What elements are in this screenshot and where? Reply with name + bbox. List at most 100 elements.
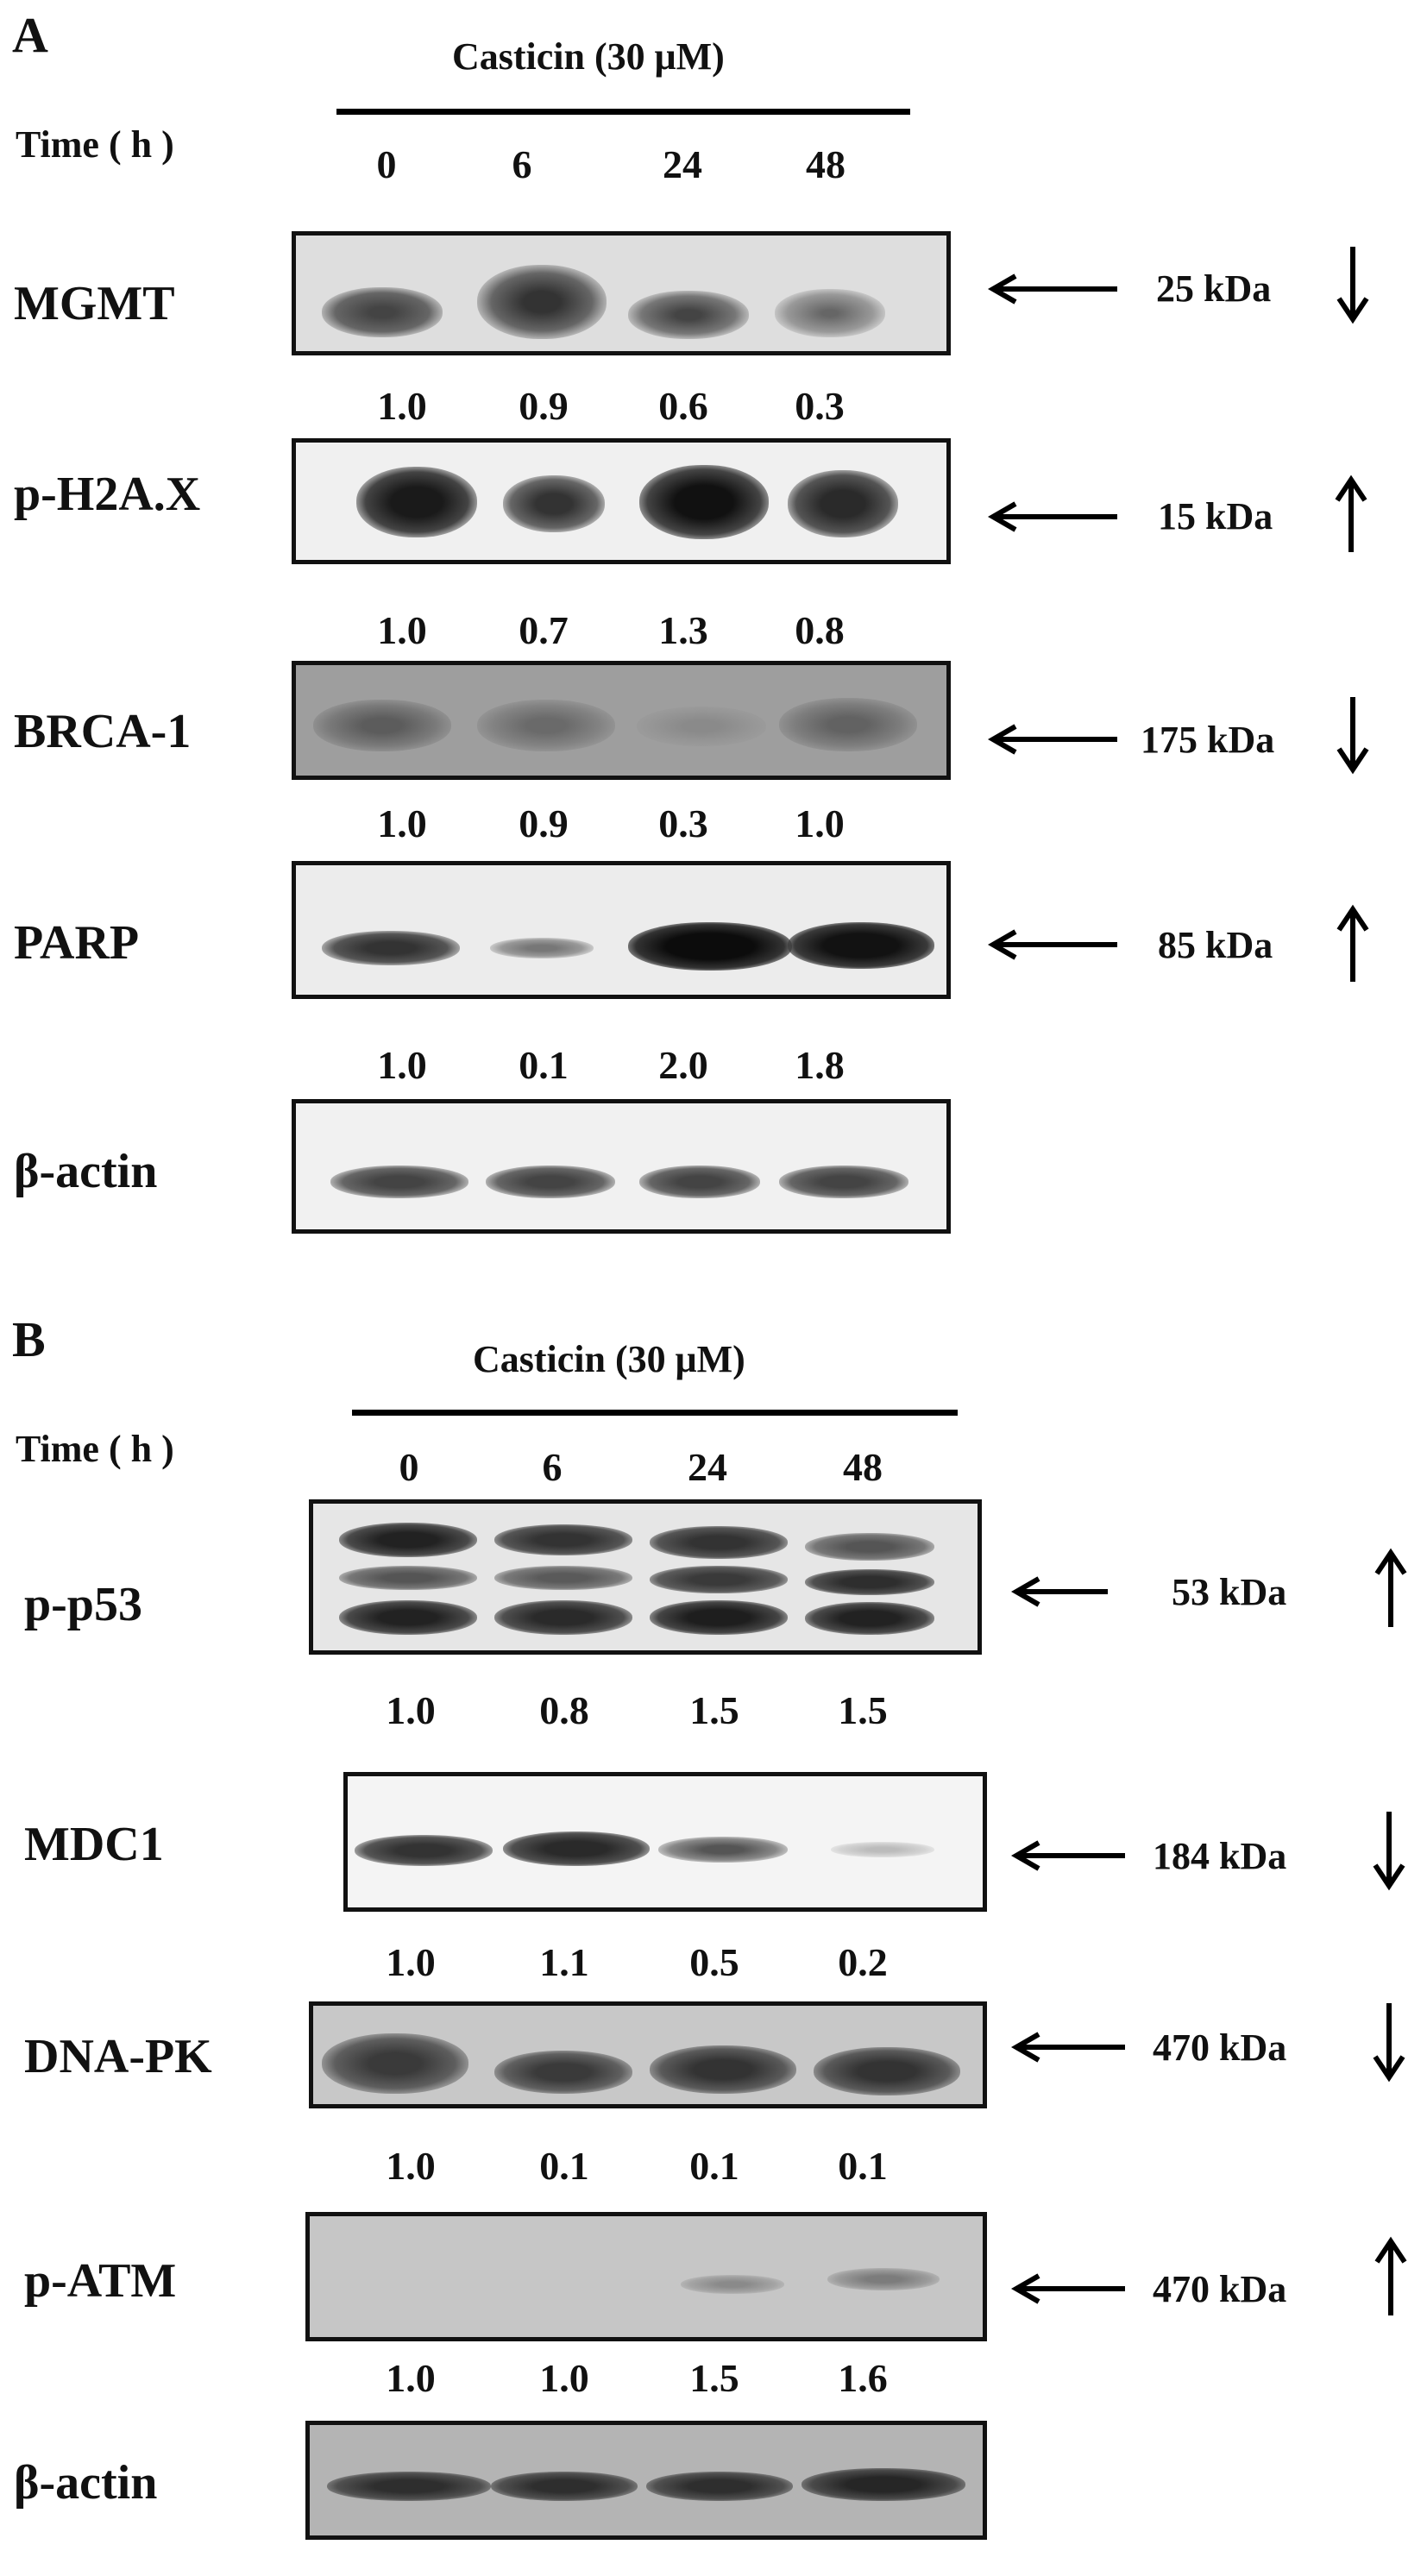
arrow-left-mdc1	[1010, 1840, 1125, 1871]
kda-dnapk: 470 kDa	[1153, 2026, 1287, 2069]
quant-brca1-6h: 0.9	[519, 801, 569, 845]
quant-dnapk-6h: 0.1	[539, 2144, 589, 2188]
band-beta-actin-b-48h	[802, 2468, 965, 2501]
blot-parp	[292, 861, 951, 999]
band-parp-48h	[788, 922, 934, 969]
arrow-left-pp53	[1010, 1576, 1108, 1607]
trend-up-icon-ph2ax	[1335, 474, 1367, 552]
kda-parp: 85 kDa	[1158, 924, 1273, 966]
protein-label-pp53: p-p53	[24, 1578, 142, 1631]
band-brca1-0h	[313, 700, 451, 751]
quant-mgmt-48h: 0.3	[795, 384, 845, 428]
quant-pp53-24h: 1.5	[689, 1688, 739, 1732]
band-pp53-24h-lower	[650, 1600, 788, 1635]
quant-patm-0h: 1.0	[386, 2356, 436, 2400]
band-pp53-48h-lower	[805, 1602, 934, 1635]
quant-mgmt-6h: 0.9	[519, 384, 569, 428]
trend-up-icon-parp	[1336, 904, 1369, 982]
quant-mdc1-48h: 0.2	[838, 1940, 888, 1984]
panel-b-time-label: Time ( h )	[16, 1428, 174, 1470]
band-patm-24h	[681, 2275, 784, 2294]
protein-label-parp: PARP	[14, 916, 140, 970]
band-mgmt-0h	[322, 287, 443, 337]
quant-ph2ax-24h: 1.3	[658, 608, 708, 652]
blot-pp53	[309, 1499, 982, 1655]
band-pp53-0h-lower	[339, 1600, 477, 1635]
panel-b-treatment-rule	[352, 1410, 958, 1416]
band-ph2ax-0h	[356, 467, 477, 537]
band-pp53-6h-upper	[494, 1524, 632, 1555]
band-parp-6h	[490, 938, 594, 958]
band-patm-48h	[827, 2268, 940, 2290]
quant-mdc1-0h: 1.0	[386, 1940, 436, 1984]
trend-down-icon-mgmt	[1336, 247, 1369, 324]
band-pp53-48h-upper	[805, 1533, 934, 1561]
band-dnapk-24h	[650, 2045, 796, 2094]
quant-mgmt-24h: 0.6	[658, 384, 708, 428]
band-pp53-6h-lower	[494, 1600, 632, 1635]
band-mdc1-24h	[658, 1837, 788, 1863]
band-mgmt-24h	[628, 291, 749, 339]
band-parp-24h	[628, 922, 792, 971]
quant-mdc1-6h: 1.1	[539, 1940, 589, 1984]
band-beta-actin-a-24h	[639, 1165, 760, 1198]
quant-parp-24h: 2.0	[658, 1043, 708, 1087]
kda-ph2ax: 15 kDa	[1158, 495, 1273, 537]
blot-beta-actin-a	[292, 1099, 951, 1234]
arrow-left-mgmt	[987, 273, 1117, 305]
blot-mdc1	[343, 1772, 987, 1912]
quant-dnapk-0h: 1.0	[386, 2144, 436, 2188]
quant-mdc1-24h: 0.5	[689, 1940, 739, 1984]
trend-down-icon-dnapk	[1373, 2003, 1405, 2083]
panel-a-time-label: Time ( h )	[16, 123, 174, 166]
quant-parp-6h: 0.1	[519, 1043, 569, 1087]
panel-b-time-0: 0	[399, 1445, 419, 1489]
arrow-left-dnapk	[1010, 2032, 1125, 2063]
arrow-left-patm	[1010, 2273, 1125, 2304]
protein-label-beta-actin-b: β-actin	[14, 2456, 158, 2510]
protein-label-ph2ax: p-H2A.X	[14, 468, 201, 521]
quant-ph2ax-6h: 0.7	[519, 608, 569, 652]
trend-down-icon-brca1	[1336, 697, 1369, 775]
quant-patm-6h: 1.0	[539, 2356, 589, 2400]
panel-a-treatment: Casticin (30 μM)	[452, 35, 725, 78]
band-mdc1-48h	[831, 1842, 934, 1857]
band-parp-0h	[322, 931, 460, 965]
protein-label-mdc1: MDC1	[24, 1818, 164, 1871]
band-beta-actin-b-6h	[491, 2472, 638, 2501]
band-pp53-24h-middle	[650, 1566, 788, 1593]
band-pp53-24h-upper	[650, 1526, 788, 1559]
quant-brca1-24h: 0.3	[658, 801, 708, 845]
quant-mgmt-0h: 1.0	[377, 384, 427, 428]
band-pp53-6h-middle	[494, 1566, 632, 1590]
quant-parp-48h: 1.8	[795, 1043, 845, 1087]
quant-parp-0h: 1.0	[377, 1043, 427, 1087]
band-dnapk-0h	[322, 2033, 468, 2094]
blot-dnapk	[309, 2001, 987, 2108]
arrow-left-brca1	[987, 724, 1117, 755]
quant-brca1-0h: 1.0	[377, 801, 427, 845]
band-mgmt-6h	[477, 265, 607, 339]
quant-dnapk-48h: 0.1	[838, 2144, 888, 2188]
quant-patm-24h: 1.5	[689, 2356, 739, 2400]
band-beta-actin-a-0h	[330, 1165, 468, 1198]
band-beta-actin-a-6h	[486, 1165, 615, 1198]
panel-b-time-48: 48	[843, 1445, 883, 1489]
panel-b-letter: B	[12, 1311, 46, 1367]
blot-brca1	[292, 661, 951, 780]
band-pp53-0h-upper	[339, 1523, 477, 1557]
panel-a-time-0: 0	[376, 142, 397, 186]
quant-brca1-48h: 1.0	[795, 801, 845, 845]
blot-beta-actin-b	[305, 2421, 987, 2540]
quant-ph2ax-0h: 1.0	[377, 608, 427, 652]
band-ph2ax-24h	[639, 465, 769, 539]
quant-dnapk-24h: 0.1	[689, 2144, 739, 2188]
quant-patm-48h: 1.6	[838, 2356, 888, 2400]
band-pp53-0h-middle	[339, 1566, 477, 1590]
quant-pp53-0h: 1.0	[386, 1688, 436, 1732]
kda-brca1: 175 kDa	[1141, 719, 1275, 761]
band-mdc1-0h	[355, 1835, 493, 1866]
panel-b-time-6: 6	[542, 1445, 563, 1489]
band-brca1-48h	[779, 698, 917, 751]
panel-a-time-6: 6	[512, 142, 532, 186]
